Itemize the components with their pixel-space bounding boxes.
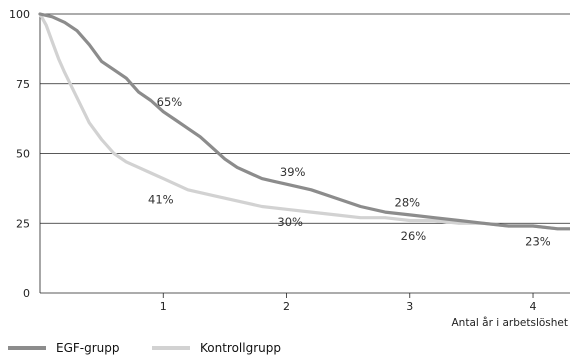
series-lines [38,12,570,231]
x-tick-label: 4 [530,300,537,313]
y-tick-label: 75 [16,78,30,91]
x-tick-label: 3 [406,300,413,313]
series-line-egf [38,12,570,231]
grid [39,13,570,298]
x-tick-label: 2 [283,300,290,313]
x-axis-label: Antal år i arbetslöshet [452,316,569,329]
annotation-label: 30% [277,215,303,229]
y-tick-label: 50 [16,148,30,161]
annotation-label: 41% [148,193,174,207]
series-line-kontroll [38,12,570,231]
annotation-label: 23% [525,235,551,249]
annotation-label: 26% [401,229,427,243]
annotation-label: 65% [157,95,183,109]
annotation-label: 28% [395,196,421,210]
x-tick-label: 1 [160,300,167,313]
legend-label-egf: EGF-grupp [56,341,120,355]
y-tick-labels: 0 25 50 75 100 [9,8,30,300]
legend: EGF-grupp Kontrollgrupp [8,341,281,355]
x-tick-labels: 1 2 3 4 [160,300,537,313]
annotations: 65% 39% 28% 41% 30% 26% 23% [148,95,551,249]
legend-label-kontroll: Kontrollgrupp [200,341,281,355]
annotation-label: 39% [280,165,306,179]
y-tick-label: 25 [16,217,30,230]
y-tick-label: 0 [23,287,30,300]
y-tick-label: 100 [9,8,30,21]
